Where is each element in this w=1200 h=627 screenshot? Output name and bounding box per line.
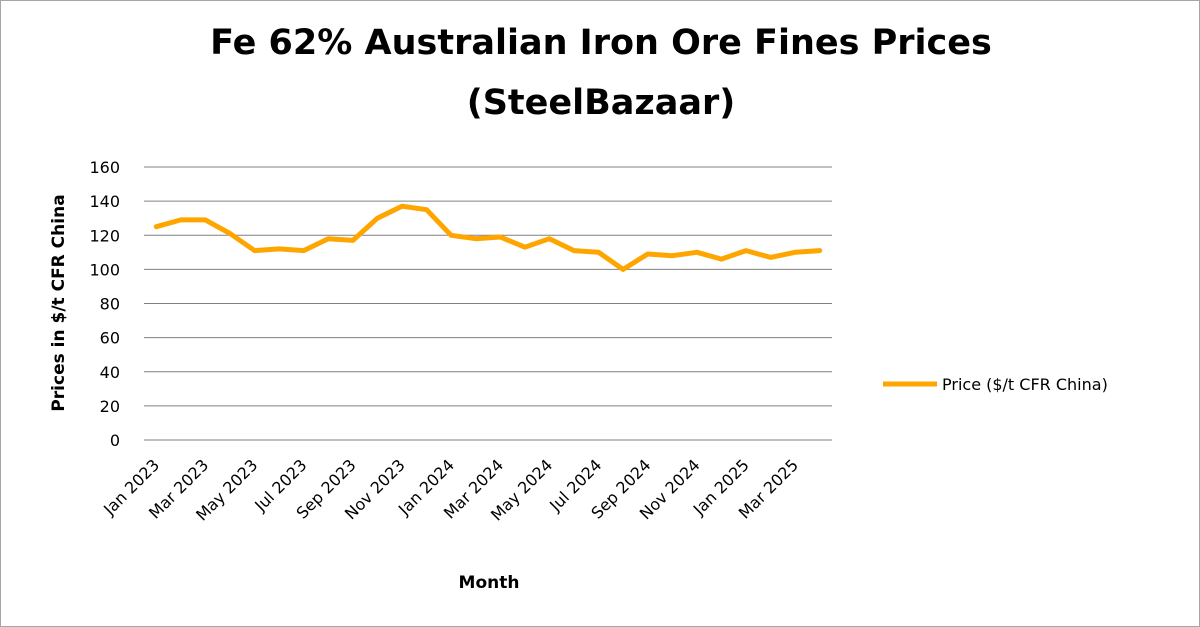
- y-tick-label: 0: [110, 431, 120, 450]
- y-tick-label: 80: [100, 295, 120, 314]
- y-tick-label: 120: [89, 226, 120, 245]
- chart-subtitle: (SteelBazaar): [466, 83, 736, 123]
- y-tick-label: 60: [100, 329, 120, 348]
- gridlines: [144, 166, 832, 441]
- legend-label: Price ($/t CFR China): [942, 375, 1108, 394]
- series-line: [153, 203, 823, 272]
- y-tick-label: 100: [89, 260, 120, 279]
- chart-title: Fe 62% Australian Iron Ore Fines Prices: [210, 23, 992, 63]
- y-axis-title: Prices in $/t CFR China: [49, 194, 69, 411]
- y-tick-label: 20: [100, 397, 120, 416]
- y-tick-label: 40: [100, 363, 120, 382]
- x-axis-title: Month: [459, 573, 520, 593]
- legend: Price ($/t CFR China): [883, 375, 1108, 394]
- series-layer: [153, 203, 823, 272]
- y-axis-ticks: 0 20 40 60 80 100 120 140 160: [89, 158, 120, 450]
- y-tick-label: 160: [89, 158, 120, 177]
- y-tick-label: 140: [89, 192, 120, 211]
